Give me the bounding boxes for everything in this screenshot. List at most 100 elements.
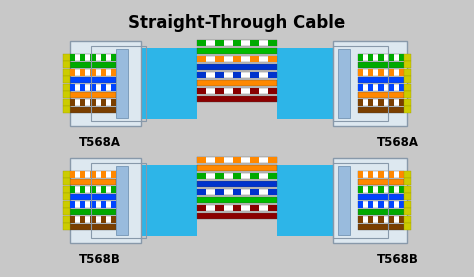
Bar — [91, 46, 146, 121]
Bar — [333, 41, 407, 126]
Bar — [70, 186, 75, 193]
Bar — [197, 173, 277, 179]
Bar — [80, 84, 85, 91]
Bar — [63, 171, 70, 178]
Bar — [91, 99, 96, 106]
Bar — [80, 216, 85, 222]
Bar — [197, 189, 206, 195]
Bar — [100, 84, 106, 91]
Bar — [215, 88, 224, 94]
Bar — [368, 84, 374, 91]
Bar — [197, 63, 277, 70]
Bar — [358, 54, 363, 60]
Bar — [197, 88, 206, 94]
Bar — [358, 61, 404, 68]
Bar — [197, 71, 277, 78]
Bar — [70, 171, 75, 178]
Bar — [100, 99, 106, 106]
Bar — [215, 189, 224, 195]
Bar — [358, 76, 404, 83]
Bar — [404, 223, 411, 230]
Bar — [358, 171, 404, 178]
Bar — [91, 84, 96, 91]
Bar — [333, 158, 407, 243]
Bar — [215, 40, 224, 46]
Bar — [91, 171, 96, 178]
Bar — [404, 186, 411, 193]
Bar — [91, 69, 96, 76]
Bar — [80, 69, 85, 76]
Bar — [70, 99, 116, 106]
Bar — [197, 157, 277, 163]
Bar — [63, 61, 70, 68]
Bar — [80, 201, 85, 207]
Bar — [378, 186, 383, 193]
Bar — [358, 171, 363, 178]
Bar — [389, 84, 394, 91]
Bar — [70, 224, 116, 230]
Bar — [88, 165, 197, 236]
Bar — [399, 84, 404, 91]
Bar — [399, 201, 404, 207]
Bar — [70, 106, 116, 113]
Bar — [250, 71, 259, 78]
Bar — [368, 186, 374, 193]
Bar — [197, 157, 206, 163]
Bar — [378, 54, 383, 60]
Bar — [404, 201, 411, 208]
Bar — [215, 204, 224, 211]
Bar — [100, 54, 106, 60]
Bar — [399, 54, 404, 60]
Bar — [80, 171, 85, 178]
Bar — [63, 223, 70, 230]
Bar — [378, 99, 383, 106]
Bar — [268, 173, 277, 179]
Bar — [389, 216, 394, 222]
Bar — [250, 189, 259, 195]
Bar — [111, 54, 116, 60]
Bar — [378, 69, 383, 76]
Bar — [70, 216, 75, 222]
Bar — [404, 208, 411, 215]
Bar — [378, 216, 383, 222]
Bar — [233, 189, 241, 195]
Bar — [389, 54, 394, 60]
Bar — [70, 41, 141, 126]
Bar — [63, 54, 70, 61]
Bar — [268, 88, 277, 94]
Bar — [268, 204, 277, 211]
Bar — [70, 209, 116, 215]
Bar — [358, 186, 404, 193]
Text: Straight-Through Cable: Straight-Through Cable — [128, 14, 346, 32]
Bar — [389, 186, 394, 193]
Bar — [378, 201, 383, 207]
Bar — [358, 224, 404, 230]
Bar — [233, 40, 241, 46]
Bar — [197, 212, 277, 219]
Bar — [404, 69, 411, 76]
Bar — [368, 171, 374, 178]
Bar — [100, 201, 106, 207]
Bar — [268, 55, 277, 62]
Bar — [63, 99, 70, 106]
Bar — [358, 69, 363, 76]
Bar — [277, 165, 386, 236]
Bar — [63, 178, 70, 185]
Bar — [404, 178, 411, 185]
Bar — [358, 201, 404, 207]
Bar — [197, 196, 277, 203]
Bar — [100, 216, 106, 222]
Bar — [91, 201, 96, 207]
Bar — [63, 201, 70, 208]
Bar — [338, 49, 350, 118]
Bar — [111, 84, 116, 91]
Bar — [358, 216, 404, 222]
Bar — [215, 55, 224, 62]
Bar — [197, 88, 277, 94]
Bar — [333, 163, 388, 238]
Bar — [250, 173, 259, 179]
Bar — [111, 69, 116, 76]
Bar — [404, 61, 411, 68]
Bar — [358, 84, 404, 91]
Bar — [250, 40, 259, 46]
